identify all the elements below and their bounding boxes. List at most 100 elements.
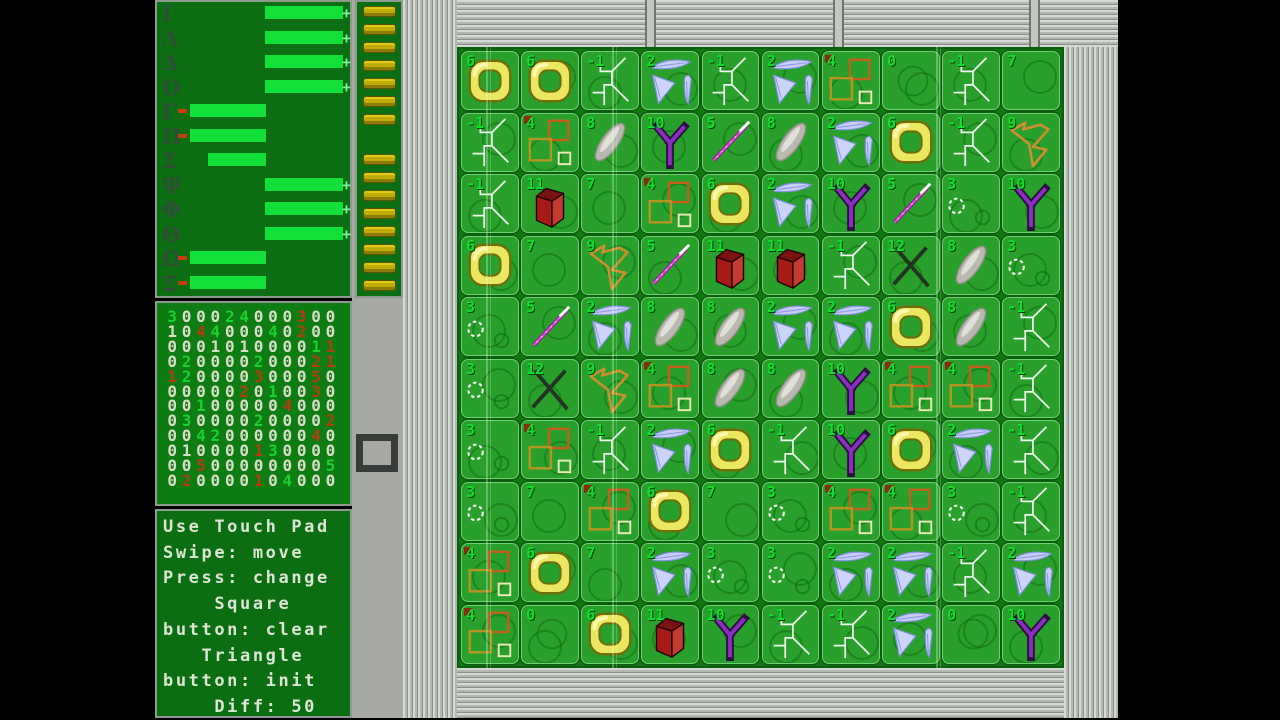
board-cell-r9c9[interactable]: -1 <box>942 543 1000 603</box>
board-cell-r8c1[interactable]: 3 <box>461 481 519 541</box>
board-cell-r1c9[interactable]: -1 <box>942 51 1000 111</box>
board-cell-r2c7[interactable]: 2 <box>821 112 880 172</box>
board-cell-r6c5[interactable]: 8 <box>701 358 760 418</box>
board-cell-r3c6[interactable]: 2 <box>761 174 820 234</box>
board-cell-r1c8[interactable]: 0 <box>881 51 940 111</box>
board-cell-r9c5[interactable]: 3 <box>701 543 760 603</box>
board-cell-r7c4[interactable]: 2 <box>641 420 700 480</box>
board-cell-r4c5[interactable]: 11 <box>701 235 760 295</box>
board-cell-r5c7[interactable]: 2 <box>821 297 880 357</box>
board-cell-r9c10[interactable]: 2 <box>1002 543 1060 603</box>
board-cell-r2c10[interactable]: 9 <box>1002 112 1060 172</box>
board-cell-r2c1[interactable]: -1 <box>461 112 519 172</box>
board-cell-r6c6[interactable]: 8 <box>761 358 820 418</box>
board-cell-r3c8[interactable]: 5 <box>881 174 940 234</box>
board-cell-r4c2[interactable]: 7 <box>521 235 579 295</box>
board-cell-r5c6[interactable]: 2 <box>761 297 820 357</box>
board-cell-r9c3[interactable]: 7 <box>581 543 640 603</box>
board-cell-r3c5[interactable]: 6 <box>701 174 760 234</box>
board-cell-r9c7[interactable]: 2 <box>821 543 880 603</box>
board-cell-r3c4[interactable]: 4 <box>641 174 700 234</box>
board-cell-r1c4[interactable]: 2 <box>641 51 700 111</box>
board-cell-r10c10[interactable]: 10 <box>1002 604 1060 664</box>
board-cell-r2c5[interactable]: 5 <box>701 112 760 172</box>
board-cell-r3c10[interactable]: 10 <box>1002 174 1060 234</box>
board-cell-r1c1[interactable]: 6 <box>461 51 519 111</box>
board-cell-r4c8[interactable]: 12 <box>881 235 940 295</box>
board-cell-r5c4[interactable]: 8 <box>641 297 700 357</box>
board-cell-r9c6[interactable]: 3 <box>761 543 820 603</box>
board-cell-r1c10[interactable]: 7 <box>1002 51 1060 111</box>
board-cell-r5c10[interactable]: -1 <box>1002 297 1060 357</box>
board-cell-r8c6[interactable]: 3 <box>761 481 820 541</box>
board-cell-r8c2[interactable]: 7 <box>521 481 579 541</box>
board-cell-r2c2[interactable]: 4 <box>521 112 579 172</box>
board-cell-r1c5[interactable]: -1 <box>701 51 760 111</box>
board-cell-r4c3[interactable]: 9 <box>581 235 640 295</box>
board-cell-r7c2[interactable]: 4 <box>521 420 579 480</box>
board-cell-r3c2[interactable]: 11 <box>521 174 579 234</box>
board-cell-r3c7[interactable]: 10 <box>821 174 880 234</box>
board-cell-r2c8[interactable]: 6 <box>881 112 940 172</box>
board-cell-r8c7[interactable]: 4 <box>821 481 880 541</box>
board-cell-r7c8[interactable]: 6 <box>881 420 940 480</box>
board-cell-r7c1[interactable]: 3 <box>461 420 519 480</box>
board-cell-r10c1[interactable]: 4 <box>461 604 519 664</box>
board-cell-r6c3[interactable]: 9 <box>581 358 640 418</box>
board-cell-r7c10[interactable]: -1 <box>1002 420 1060 480</box>
board-cell-r10c4[interactable]: 11 <box>641 604 700 664</box>
board-cell-r7c3[interactable]: -1 <box>581 420 640 480</box>
board-cell-r3c3[interactable]: 7 <box>581 174 640 234</box>
board-cell-r5c8[interactable]: 6 <box>881 297 940 357</box>
board-cell-r8c9[interactable]: 3 <box>942 481 1000 541</box>
board-cell-r9c1[interactable]: 4 <box>461 543 519 603</box>
board-cell-r3c9[interactable]: 3 <box>942 174 1000 234</box>
board-cell-r2c4[interactable]: 10 <box>641 112 700 172</box>
board-cell-r8c5[interactable]: 7 <box>701 481 760 541</box>
board-cell-r2c6[interactable]: 8 <box>761 112 820 172</box>
board-cell-r10c7[interactable]: -1 <box>821 604 880 664</box>
board-cell-r4c9[interactable]: 8 <box>942 235 1000 295</box>
board-cell-r8c8[interactable]: 4 <box>881 481 940 541</box>
board-cell-r10c3[interactable]: 6 <box>581 604 640 664</box>
board-cell-r5c9[interactable]: 8 <box>942 297 1000 357</box>
board-cell-r1c2[interactable]: 6 <box>521 51 579 111</box>
board-cell-r8c10[interactable]: -1 <box>1002 481 1060 541</box>
board-cell-r4c7[interactable]: -1 <box>821 235 880 295</box>
board-cell-r5c5[interactable]: 8 <box>701 297 760 357</box>
board-cell-r10c8[interactable]: 2 <box>881 604 940 664</box>
board-cell-r8c3[interactable]: 4 <box>581 481 640 541</box>
board-cell-r4c6[interactable]: 11 <box>761 235 820 295</box>
board-cell-r2c3[interactable]: 8 <box>581 112 640 172</box>
board-cell-r4c1[interactable]: 6 <box>461 235 519 295</box>
board-cell-r10c2[interactable]: 0 <box>521 604 579 664</box>
board-cell-r7c9[interactable]: 2 <box>942 420 1000 480</box>
board-cell-r10c5[interactable]: 10 <box>701 604 760 664</box>
board-cell-r6c1[interactable]: 3 <box>461 358 519 418</box>
board-cell-r9c8[interactable]: 2 <box>881 543 940 603</box>
board-cell-r6c7[interactable]: 10 <box>821 358 880 418</box>
board-cell-r10c9[interactable]: 0 <box>942 604 1000 664</box>
board-cell-r2c9[interactable]: -1 <box>942 112 1000 172</box>
board-cell-r6c9[interactable]: 4 <box>942 358 1000 418</box>
board-cell-r8c4[interactable]: 6 <box>641 481 700 541</box>
board-cell-r4c10[interactable]: 3 <box>1002 235 1060 295</box>
board-cell-r7c7[interactable]: 10 <box>821 420 880 480</box>
board-cell-r10c6[interactable]: -1 <box>761 604 820 664</box>
board-cell-r1c7[interactable]: 4 <box>821 51 880 111</box>
board-cell-r5c2[interactable]: 5 <box>521 297 579 357</box>
board-cell-r6c2[interactable]: 12 <box>521 358 579 418</box>
board-cell-r3c1[interactable]: -1 <box>461 174 519 234</box>
board-cell-r1c3[interactable]: -1 <box>581 51 640 111</box>
board-cell-r6c10[interactable]: -1 <box>1002 358 1060 418</box>
board-cell-r7c6[interactable]: -1 <box>761 420 820 480</box>
board-cell-r5c3[interactable]: 2 <box>581 297 640 357</box>
board-cell-r9c2[interactable]: 6 <box>521 543 579 603</box>
board-cell-r4c4[interactable]: 5 <box>641 235 700 295</box>
board-cell-r6c8[interactable]: 4 <box>881 358 940 418</box>
board-cell-r1c6[interactable]: 2 <box>761 51 820 111</box>
board-cell-r5c1[interactable]: 3 <box>461 297 519 357</box>
board-cell-r7c5[interactable]: 6 <box>701 420 760 480</box>
board-cell-r6c4[interactable]: 4 <box>641 358 700 418</box>
board-cell-r9c4[interactable]: 2 <box>641 543 700 603</box>
